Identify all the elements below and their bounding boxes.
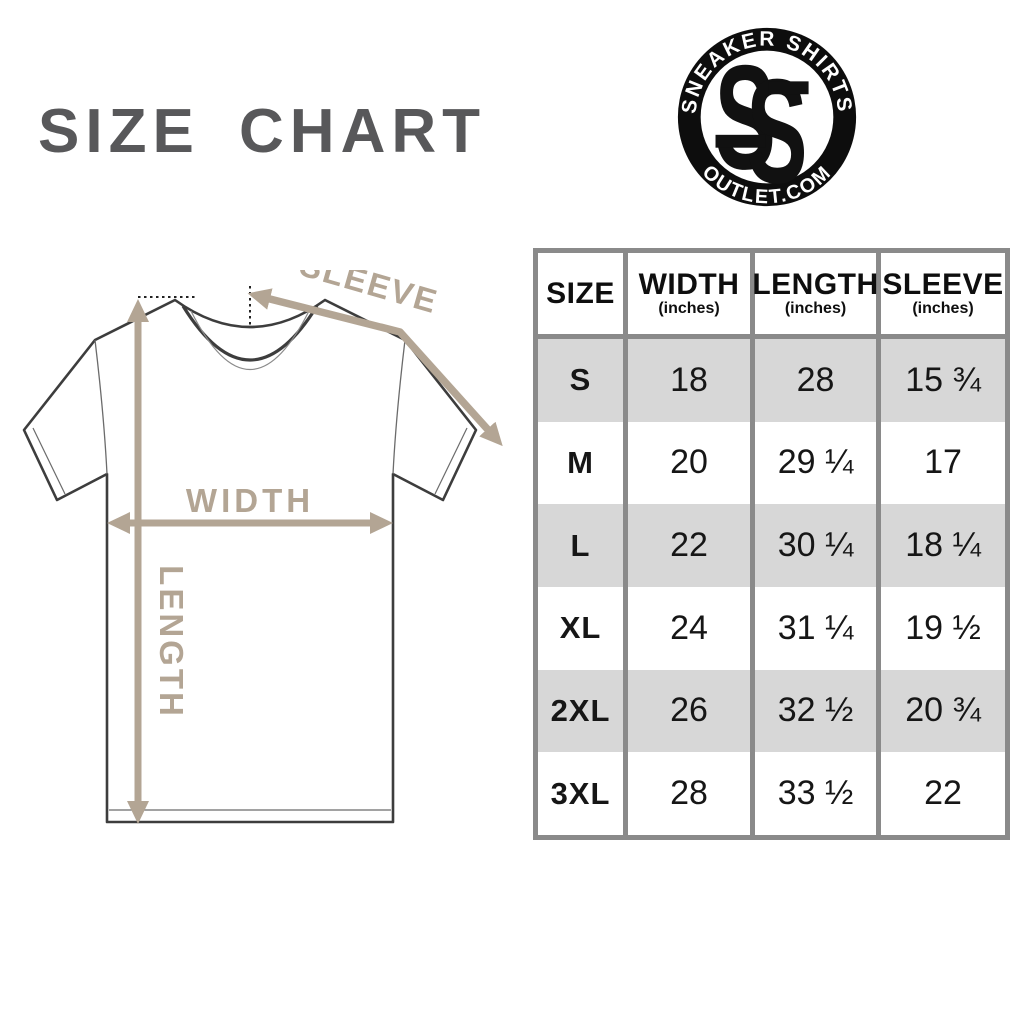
col-header-unit: (inches) xyxy=(658,299,720,317)
cell-size: M xyxy=(538,421,623,505)
cell-sleeve: 22 xyxy=(881,752,1005,835)
cell-sleeve: 20 ¾ xyxy=(881,669,1005,753)
col-header-unit: (inches) xyxy=(912,299,974,317)
cell-size: XL xyxy=(538,586,623,670)
col-header-label: LENGTH xyxy=(752,268,879,302)
cell-size: 2XL xyxy=(538,669,623,753)
col-header-width: WIDTH (inches) xyxy=(628,253,750,339)
cell-size: S xyxy=(538,339,623,422)
col-header-unit: (inches) xyxy=(784,299,847,317)
brand-logo: SNEAKER SHIRTS OUTLET.COM S S xyxy=(670,20,864,215)
monogram-top-bar xyxy=(768,81,809,95)
col-header-length: LENGTH (inches) xyxy=(752,253,879,339)
sleeve-arrow xyxy=(247,288,503,447)
col-header-label: SLEEVE xyxy=(882,268,1004,302)
cell-sleeve: 18 ¼ xyxy=(881,504,1005,587)
cell-length: 33 ½ xyxy=(755,752,876,835)
cell-length: 29 ¼ xyxy=(755,421,876,505)
cell-size: 3XL xyxy=(538,752,623,835)
size-table: SIZE WIDTH (inches) LENGTH (inches) SLEE… xyxy=(533,248,1010,840)
col-header-label: SIZE xyxy=(546,276,615,310)
cell-width: 24 xyxy=(628,586,750,670)
left-sleeve-seam xyxy=(94,339,108,475)
width-label: WIDTH xyxy=(186,482,314,519)
cell-width: 22 xyxy=(628,504,750,587)
monogram-bottom-bar xyxy=(715,134,766,148)
col-header-label: WIDTH xyxy=(638,268,740,302)
logo-monogram: S S xyxy=(715,35,809,215)
cell-size: L xyxy=(538,504,623,587)
tshirt-outline xyxy=(22,298,478,824)
page-title: SIZE CHART xyxy=(38,97,486,166)
monogram-s-icon: S xyxy=(715,35,776,201)
cell-width: 20 xyxy=(628,421,750,505)
monogram-s-icon: S xyxy=(746,49,807,215)
cell-sleeve: 19 ½ xyxy=(881,586,1005,670)
col-header-sleeve: SLEEVE (inches) xyxy=(881,253,1005,339)
cell-length: 30 ¼ xyxy=(755,504,876,587)
cell-length: 32 ½ xyxy=(755,669,876,753)
col-header-size: SIZE xyxy=(538,253,623,339)
cell-length: 31 ¼ xyxy=(755,586,876,670)
cell-width: 28 xyxy=(628,752,750,835)
cell-length: 28 xyxy=(755,339,876,422)
cell-sleeve: 15 ¾ xyxy=(881,339,1005,422)
cell-width: 26 xyxy=(628,669,750,753)
cell-sleeve: 17 xyxy=(881,421,1005,505)
tshirt-diagram: LENGTH WIDTH SLEEVE xyxy=(22,270,503,824)
length-label: LENGTH xyxy=(153,565,190,719)
left-cuff-hem xyxy=(32,427,66,495)
cell-width: 18 xyxy=(628,339,750,422)
